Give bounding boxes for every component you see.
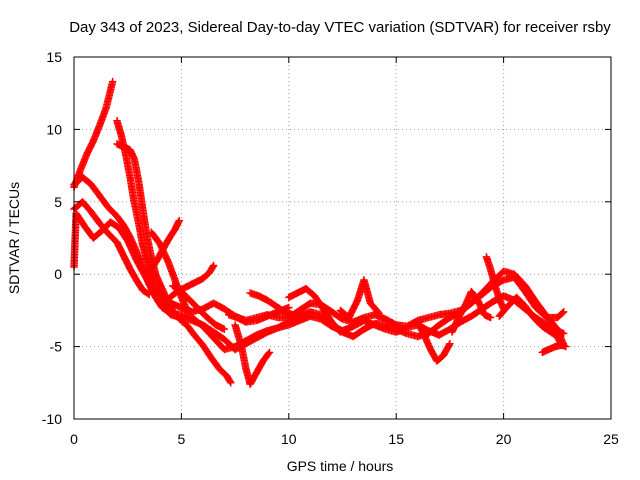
x-tick-label: 0 — [70, 431, 78, 447]
data-layer — [70, 77, 570, 388]
y-tick-label: 5 — [54, 194, 62, 210]
series-track-8 — [147, 228, 192, 316]
data-point — [264, 349, 273, 358]
data-point — [446, 340, 454, 348]
series-track-15 — [336, 276, 383, 322]
series-track-20 — [538, 341, 570, 357]
series-track-11 — [231, 321, 274, 388]
data-point — [227, 379, 235, 387]
data-point — [109, 77, 117, 86]
x-tick-label: 5 — [178, 431, 186, 447]
x-tick-label: 10 — [281, 431, 297, 447]
data-point — [336, 328, 345, 336]
grid-layer — [74, 57, 611, 419]
data-point — [562, 342, 570, 351]
data-point — [220, 325, 229, 333]
x-tick-label: 15 — [388, 431, 404, 447]
series-track-17 — [448, 287, 495, 336]
data-point — [265, 348, 274, 357]
chart-title: Day 343 of 2023, Sidereal Day-to-day VTE… — [69, 19, 611, 36]
plot-frame — [73, 56, 612, 420]
data-point — [145, 290, 153, 299]
series-track-6 — [113, 140, 235, 387]
data-point — [289, 311, 297, 319]
y-tick-label: 10 — [46, 121, 62, 137]
series-track-2 — [70, 77, 117, 191]
x-axis-label: GPS time / hours — [287, 458, 394, 474]
data-point — [375, 309, 383, 317]
series-track-14 — [285, 285, 345, 336]
data-point — [560, 308, 568, 316]
data-point — [559, 309, 567, 317]
series-track-18 — [482, 253, 508, 313]
y-tick-label: -5 — [50, 339, 63, 355]
y-tick-label: 15 — [46, 49, 62, 65]
tick-layer: 0 5 10 15 20 25 -10 -5 0 5 10 15 — [42, 49, 619, 447]
data-point — [374, 308, 382, 316]
series-track-5 — [70, 198, 153, 299]
data-point — [175, 216, 183, 225]
y-tick-label: 0 — [54, 266, 62, 282]
data-point — [487, 313, 495, 322]
data-point — [209, 261, 218, 270]
series-track-4 — [70, 173, 568, 354]
y-tick-label: -10 — [42, 411, 62, 427]
data-point — [285, 303, 293, 312]
series-track-13 — [246, 289, 297, 319]
y-axis-label: SDTVAR / TECUs — [6, 182, 22, 294]
data-point — [335, 327, 344, 335]
series-track-10 — [169, 282, 229, 333]
data-point — [184, 308, 192, 316]
x-tick-label: 20 — [496, 431, 512, 447]
x-tick-label: 25 — [603, 431, 619, 447]
data-point — [209, 263, 217, 271]
series-track-16 — [414, 318, 454, 365]
